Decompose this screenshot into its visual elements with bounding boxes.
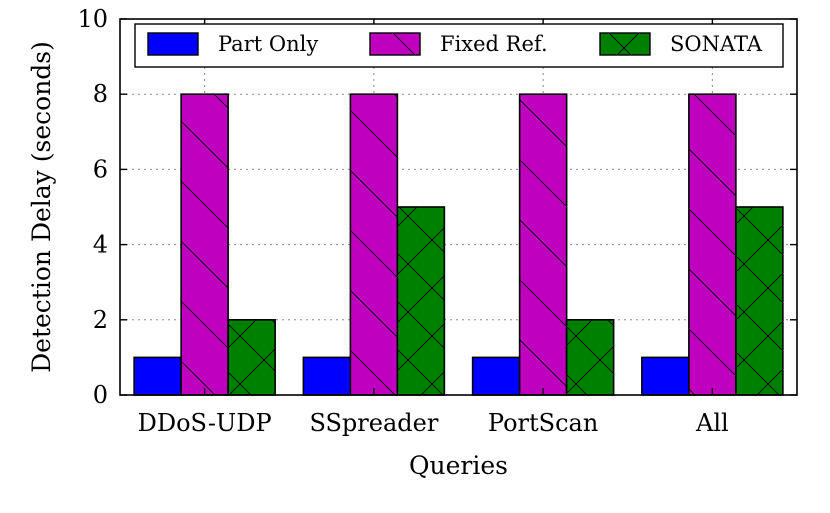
y-tick-label: 0	[93, 381, 108, 409]
bar-part-only	[133, 356, 182, 396]
legend-entry-sonata: SONATA	[599, 32, 763, 56]
y-axis-title: Detection Delay (seconds)	[27, 41, 56, 373]
x-axis-title: Queries	[409, 451, 508, 480]
legend-box	[134, 23, 784, 68]
bar-sonata	[565, 318, 615, 396]
legend-swatch	[148, 33, 198, 55]
x-tick-label: SSpreader	[309, 409, 438, 437]
plot-area-frame	[119, 18, 798, 396]
y-tick-label: 8	[93, 80, 108, 108]
axis-ticks: 0 2 4 6 8 10 DDoS-UDP SSpreader PortScan All	[77, 5, 797, 437]
x-tick-label: DDoS-UDP	[138, 409, 272, 437]
bar-sonata	[396, 206, 446, 396]
legend-entry-fixed-ref: Fixed Ref.	[369, 32, 548, 56]
bar-fixed-ref	[688, 93, 737, 396]
bar-fixed-ref	[349, 93, 399, 396]
x-tick-label: All	[695, 409, 729, 437]
legend-label: SONATA	[670, 32, 763, 56]
y-tick-label: 4	[93, 231, 108, 259]
bar-fixed-ref	[180, 93, 229, 396]
bar-part-only	[302, 356, 352, 396]
bar-part-only	[641, 356, 690, 396]
legend-entry-part-only: Part Only	[147, 32, 318, 56]
bar-part-only	[471, 356, 521, 396]
y-tick-label: 2	[93, 306, 108, 334]
legend-label: Part Only	[218, 32, 318, 56]
legend-label: Fixed Ref.	[440, 32, 548, 56]
bar-fixed-ref	[518, 93, 568, 396]
x-tick-label: PortScan	[488, 409, 598, 437]
bar-sonata	[735, 206, 784, 396]
y-tick-label: 10	[77, 5, 108, 33]
y-tick-label: 6	[93, 155, 108, 183]
bar-sonata	[227, 318, 276, 396]
bars	[133, 93, 784, 396]
legend: Part Only Fixed Ref. SONATA	[134, 23, 784, 68]
